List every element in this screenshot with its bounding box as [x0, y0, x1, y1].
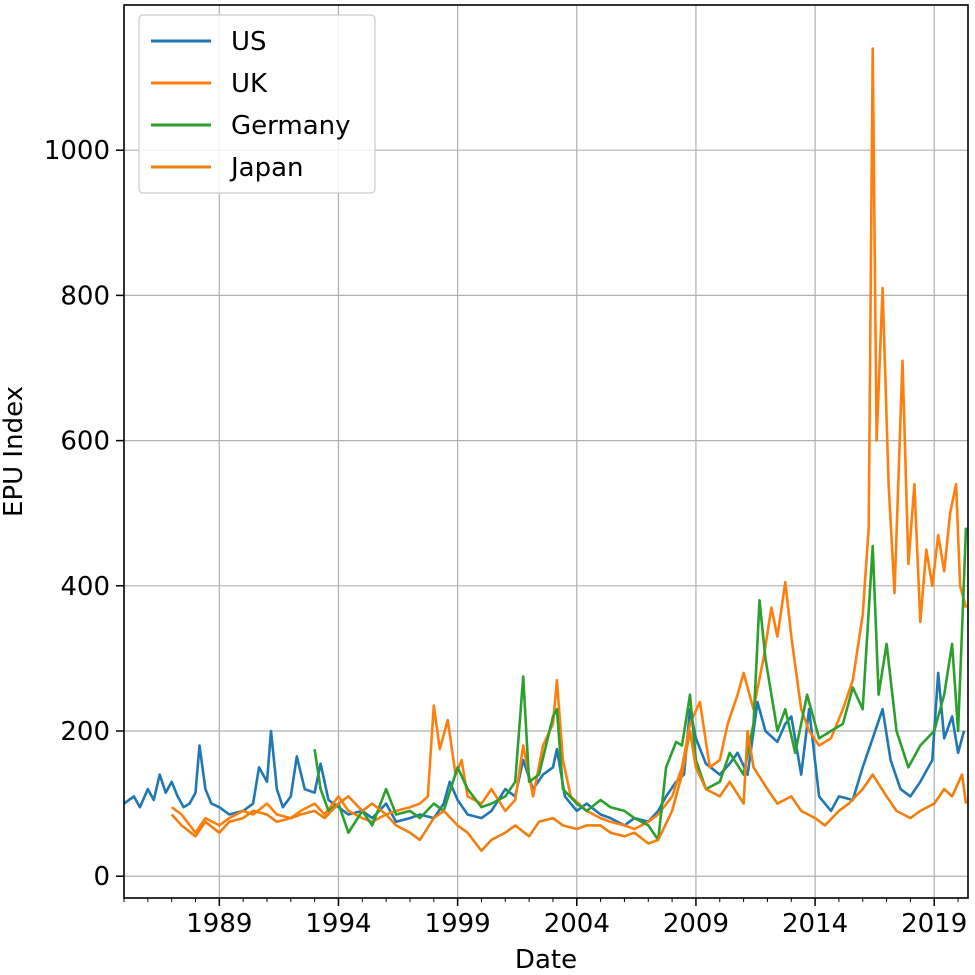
y-tick-label: 0	[93, 862, 110, 892]
tick-layer: 1989 1994 1999 2004 2009 2014 2019 0 200 400 600 80…	[44, 136, 967, 939]
plot-frame	[123, 4, 969, 899]
x-tick-label: 2014	[782, 909, 848, 939]
legend-label-us: US	[231, 27, 267, 57]
y-tick-label: 200	[60, 717, 110, 747]
y-tick-label: 600	[60, 427, 110, 457]
legend-box	[138, 14, 376, 194]
x-axis-title: Date	[515, 945, 577, 971]
series-layer	[123, 47, 968, 853]
y-tick-label: 1000	[44, 136, 110, 166]
legend-label-japan: Japan	[229, 153, 304, 183]
x-tick-label: 2019	[901, 909, 967, 939]
x-tick-label: 2004	[544, 909, 610, 939]
x-tick-label: 1999	[425, 909, 491, 939]
legend: US UK Germany Japan	[138, 14, 376, 194]
legend-label-germany: Germany	[231, 111, 351, 141]
x-tick-label: 2009	[663, 909, 729, 939]
y-tick-label: 800	[60, 281, 110, 311]
grid-layer	[124, 5, 968, 898]
y-tick-label: 400	[60, 572, 110, 602]
legend-label-uk: UK	[231, 69, 268, 99]
series-line-japan	[170, 729, 968, 853]
series-line-us	[123, 671, 966, 827]
x-tick-label: 1989	[186, 909, 252, 939]
x-tick-label: 1994	[305, 909, 371, 939]
y-axis-title: EPU Index	[0, 386, 29, 517]
